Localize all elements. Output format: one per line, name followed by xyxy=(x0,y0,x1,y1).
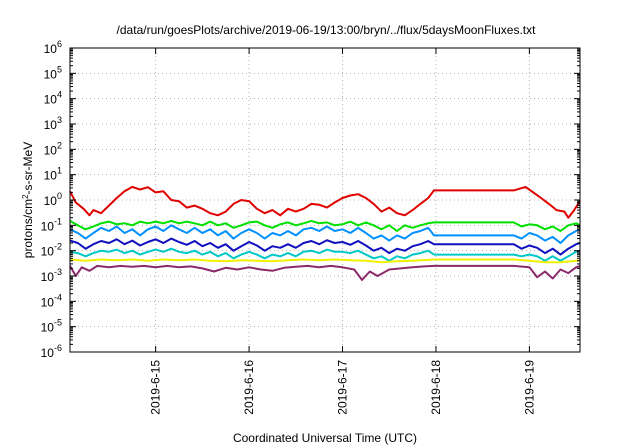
y-tick-label-exponent: 0 xyxy=(57,191,62,201)
y-tick-label-base: 10 xyxy=(41,346,55,360)
y-tick-label-exponent: 1 xyxy=(57,166,62,176)
y-tick-label: 10-2 xyxy=(41,242,62,259)
x-axis-title: Coordinated Universal Time (UTC) xyxy=(233,431,417,445)
x-tick-label: 2019-6-16 xyxy=(242,360,256,415)
y-tick-label: 104 xyxy=(44,90,62,107)
series-line-5 xyxy=(69,247,581,262)
y-tick-label: 10-5 xyxy=(41,318,62,335)
y-tick-label-base: 10 xyxy=(41,219,55,233)
y-tick-label-base: 10 xyxy=(41,295,55,309)
y-tick-label-base: 10 xyxy=(44,67,58,81)
y-tick-label-base: 10 xyxy=(41,321,55,335)
y-tick-label-base: 10 xyxy=(44,93,58,107)
x-tick-label: 2019-6-15 xyxy=(149,360,163,415)
y-tick-label: 10-1 xyxy=(41,216,62,233)
y-tick-label: 105 xyxy=(44,64,62,81)
y-tick-label-exponent: -1 xyxy=(54,216,62,226)
series-line-2 xyxy=(69,219,581,232)
series-line-1 xyxy=(69,185,581,219)
y-tick-label: 101 xyxy=(44,166,62,183)
x-tick-label: 2019-6-17 xyxy=(336,360,350,415)
x-axis-labels: 2019-6-15 2019-6-16 2019-6-17 2019-6-18 2019… xyxy=(149,360,537,415)
y-tick-label-exponent: -4 xyxy=(54,292,62,302)
series-lines xyxy=(69,185,581,281)
y-axis-title-rest: -s-sr-MeV xyxy=(21,142,35,195)
chart-title: /data/run/goesPlots/archive/2019-06-19/1… xyxy=(117,23,537,37)
x-tick-label: 2019-6-18 xyxy=(429,360,443,415)
y-tick-label-exponent: -6 xyxy=(54,343,62,353)
y-tick-label: 102 xyxy=(44,140,62,157)
y-tick-label: 100 xyxy=(44,191,62,208)
y-tick-label-exponent: -2 xyxy=(54,242,62,252)
y-tick-label-base: 10 xyxy=(44,194,58,208)
y-axis-title: protons/cm2-s-sr-MeV xyxy=(21,142,36,258)
y-tick-label-base: 10 xyxy=(44,118,58,132)
y-tick-label-exponent: 3 xyxy=(57,115,62,125)
y-tick-label-exponent: 4 xyxy=(57,90,62,100)
y-tick-label-base: 10 xyxy=(41,270,55,284)
y-tick-label: 10-6 xyxy=(41,343,62,360)
y-tick-label-exponent: 6 xyxy=(57,39,62,49)
series-line-3 xyxy=(69,224,581,244)
y-tick-label-exponent: -5 xyxy=(54,318,62,328)
y-tick-label-exponent: 2 xyxy=(57,140,62,150)
series-line-6 xyxy=(69,258,581,264)
y-tick-label-exponent: 5 xyxy=(57,64,62,74)
y-axis-title-superscript: 2 xyxy=(21,194,30,199)
axis-ticks xyxy=(70,47,580,353)
y-tick-label: 106 xyxy=(44,39,62,56)
y-tick-label-base: 10 xyxy=(44,169,58,183)
series-line-4 xyxy=(69,237,581,256)
y-tick-label-base: 10 xyxy=(44,42,58,56)
y-tick-label: 10-4 xyxy=(41,292,62,309)
y-tick-label: 103 xyxy=(44,115,62,132)
y-tick-label-base: 10 xyxy=(44,143,58,157)
y-tick-label-exponent: -3 xyxy=(54,267,62,277)
y-tick-label-base: 10 xyxy=(41,245,55,259)
gridlines xyxy=(70,48,580,352)
y-axis-title-main: protons/cm xyxy=(21,199,35,258)
y-axis-labels: 10-610-510-410-310-210-11001011021031041… xyxy=(41,39,62,360)
series-line-7 xyxy=(69,264,581,281)
x-tick-label: 2019-6-19 xyxy=(522,360,536,415)
y-tick-label: 10-3 xyxy=(41,267,62,284)
